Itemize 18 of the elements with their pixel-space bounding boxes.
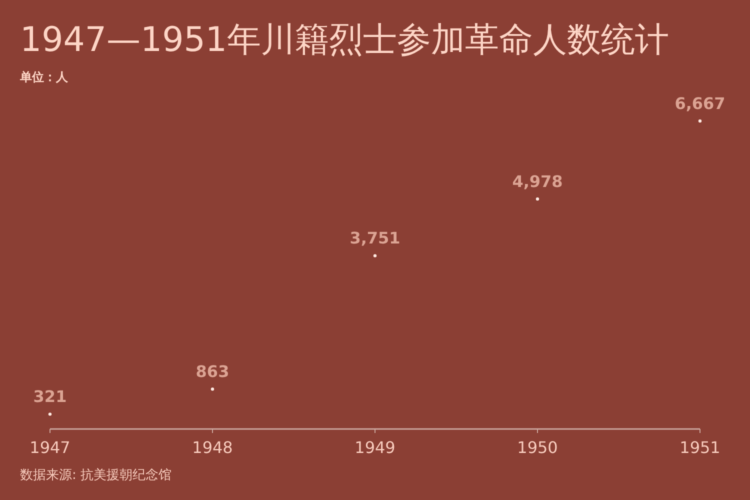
x-tick-label: 1950 xyxy=(517,438,558,457)
x-tick-label: 1947 xyxy=(30,438,70,457)
x-tick-label: 1949 xyxy=(354,438,396,457)
data-label: 6,667 xyxy=(674,94,726,113)
chart-title: 1947—1951年川籍烈士参加革命人数统计 xyxy=(20,20,670,60)
data-label: 863 xyxy=(196,362,230,382)
data-label: 4,978 xyxy=(512,172,563,192)
x-tick-label: 1951 xyxy=(680,438,720,457)
chart-subtitle: 单位：人 xyxy=(19,70,69,84)
source-note: 数据来源: 抗美援朝纪念馆 xyxy=(20,467,172,483)
point xyxy=(210,388,214,391)
point xyxy=(536,197,540,201)
point xyxy=(373,254,377,258)
data-label: 321 xyxy=(33,387,67,406)
data-label: 3,751 xyxy=(350,228,400,248)
point xyxy=(698,119,702,123)
point xyxy=(48,412,52,416)
x-tick-label: 1948 xyxy=(192,438,233,457)
